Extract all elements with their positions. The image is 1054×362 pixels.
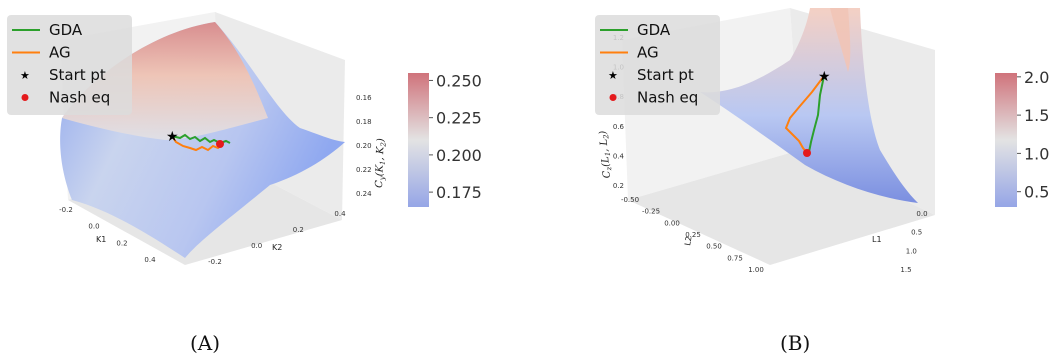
- y-b-tick-6: 1.00: [748, 266, 764, 274]
- x-a-tick-1: 0.0: [88, 223, 99, 231]
- legend-a-label-0: GDA: [49, 21, 83, 39]
- colorbar-a-tick-label-2: 0.200: [436, 146, 482, 165]
- z-a-tick-1: 0.22: [356, 166, 372, 174]
- panel-b: ★ 0.0 0.5 1.0 1.5 -0.50-0.25 0.00 0.25 0.50 0.75…: [595, 8, 1049, 355]
- colorbar-b-tick-label-2: 1.0: [1024, 144, 1049, 163]
- y-axis-label-a: K2: [272, 243, 282, 252]
- legend-b-label-1: AG: [637, 44, 659, 62]
- legend-b-label-3: Nash eq: [637, 89, 698, 107]
- legend-a-swatch-nash-icon: [21, 94, 29, 101]
- gda-path-b: [808, 75, 825, 153]
- x-axis-label-a: K1: [96, 235, 106, 244]
- z-a-tick-2: 0.20: [356, 142, 372, 150]
- z-b-tick-1: 0.4: [613, 152, 625, 160]
- legend-b-box: [595, 15, 720, 115]
- panel-a: ★ -0.2 0.0 0.2 0.4 -0.2 0.0 0.2 0.4 0.24 0.22 0.20…: [7, 12, 482, 355]
- colorbar-a-tick-label-1: 0.225: [436, 109, 482, 128]
- x-axis-label-b: L1: [872, 235, 882, 244]
- z-a-tick-3: 0.18: [356, 118, 372, 126]
- y-b-tick-4: 0.50: [706, 243, 722, 251]
- y-a-tick-0: -0.2: [208, 258, 222, 266]
- z-a-tick-4: 0.16: [356, 94, 372, 102]
- surface-b: [700, 8, 918, 203]
- x-a-tick-3: 0.4: [144, 256, 156, 264]
- y-b-tick-3: 0.25: [685, 231, 701, 239]
- x-b-tick-0: 0.0: [916, 210, 927, 218]
- y-b-tick-0: -0.50: [621, 196, 639, 204]
- colorbar-b-tick-label-1: 1.5: [1024, 106, 1049, 125]
- legend-a-label-1: AG: [49, 44, 71, 62]
- colorbar-b-tick-label-0: 2.0: [1024, 68, 1049, 87]
- nash-marker-b: [803, 149, 811, 157]
- x-b-tick-2: 1.0: [906, 247, 917, 255]
- nash-marker-a: [216, 140, 224, 148]
- legend-b-label-0: GDA: [637, 21, 671, 39]
- surface-tail-b: [830, 8, 851, 72]
- legend-b-swatch-start-icon: ★: [608, 69, 618, 82]
- legend-a-swatch-start-icon: ★: [20, 69, 30, 82]
- legend-a-label-3: Nash eq: [49, 89, 110, 107]
- z-b-tick-0: 0.2: [613, 182, 624, 190]
- caption-b: (B): [780, 331, 810, 355]
- x-a-tick-2: 0.2: [116, 239, 127, 247]
- legend-b-swatch-nash-icon: [609, 94, 617, 101]
- colorbar-b: [995, 73, 1017, 207]
- z-axis-label-a: Cy(K1, K2): [374, 138, 388, 188]
- legend-b: GDA AG ★ Start pt Nash eq: [595, 15, 720, 115]
- x-b-tick-3: 1.5: [900, 266, 911, 274]
- legend-a-box: [7, 15, 132, 115]
- colorbar-b-tick-label-3: 0.5: [1024, 183, 1049, 202]
- y-a-tick-2: 0.2: [293, 226, 304, 234]
- caption-a: (A): [190, 331, 220, 355]
- legend-a-label-2: Start pt: [49, 66, 106, 84]
- y-b-tick-1: -0.25: [642, 208, 660, 216]
- y-b-tick-5: 0.75: [727, 254, 743, 262]
- y-a-tick-3: 0.4: [334, 210, 346, 218]
- z-b-tick-2: 0.6: [613, 123, 625, 131]
- z-axis-label-b: Cz(L1, L2): [598, 130, 614, 179]
- x-a-tick-0: -0.2: [59, 206, 73, 214]
- start-marker-b: ★: [818, 69, 831, 85]
- colorbar-a: [408, 73, 429, 207]
- y-a-tick-1: 0.0: [251, 242, 262, 250]
- z-a-tick-0: 0.24: [356, 190, 372, 198]
- ag-path-b: [784, 75, 825, 154]
- y-b-tick-2: 0.00: [664, 219, 680, 227]
- ag-path-a: [171, 135, 223, 152]
- colorbar-a-tick-label-3: 0.175: [436, 183, 482, 202]
- colorbar-a-tick-label-0: 0.250: [436, 71, 482, 90]
- legend-b-label-2: Start pt: [637, 66, 694, 84]
- start-marker-a: ★: [166, 129, 179, 145]
- y-axis-label-b: L2: [683, 235, 694, 246]
- x-b-tick-1: 0.5: [911, 229, 922, 237]
- legend-a: GDA AG ★ Start pt Nash eq: [7, 15, 132, 115]
